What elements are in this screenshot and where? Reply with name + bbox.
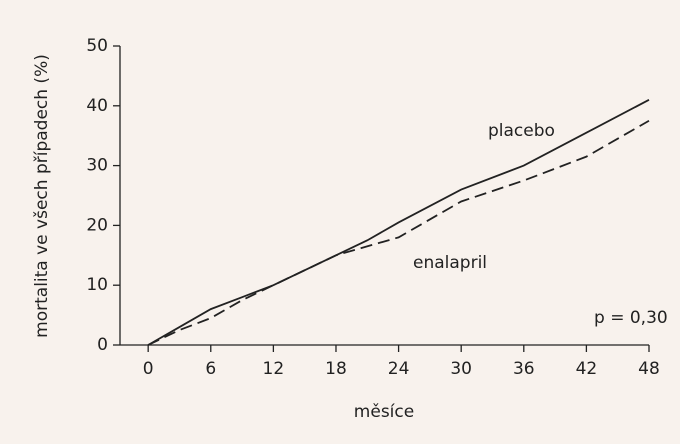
x-tick-label: 24 bbox=[388, 359, 410, 379]
y-tick-label: 0 bbox=[97, 335, 108, 355]
y-axis-label: mortalita ve všech případech (%) bbox=[32, 54, 52, 338]
y-tick-label: 20 bbox=[86, 215, 108, 235]
x-axis-label: měsíce bbox=[354, 402, 414, 422]
x-tick-label: 30 bbox=[450, 359, 472, 379]
x-tick-label: 48 bbox=[638, 359, 660, 379]
x-tick-label: 6 bbox=[205, 359, 216, 379]
x-tick-label: 42 bbox=[576, 359, 598, 379]
x-tick-label: 12 bbox=[263, 359, 285, 379]
line-series bbox=[147, 119, 650, 346]
series-label: placebo bbox=[488, 121, 555, 141]
y-tick-label: 10 bbox=[86, 275, 108, 295]
series-label: enalapril bbox=[413, 253, 487, 273]
x-tick-label: 18 bbox=[325, 359, 347, 379]
y-tick-label: 30 bbox=[86, 156, 108, 176]
line-series bbox=[147, 99, 650, 346]
annotation: p = 0,30 bbox=[594, 308, 668, 328]
y-tick-label: 40 bbox=[86, 96, 108, 116]
y-tick-label: 50 bbox=[86, 36, 108, 56]
x-tick-label: 36 bbox=[513, 359, 535, 379]
x-tick-label: 0 bbox=[143, 359, 154, 379]
